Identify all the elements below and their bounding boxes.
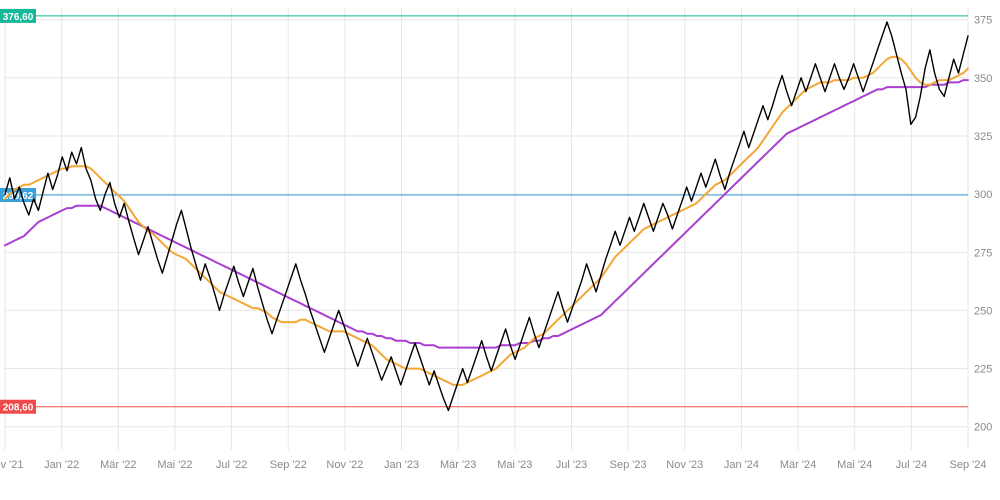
svg-text:325: 325 [974,131,992,143]
svg-text:Nov '21: Nov '21 [0,459,23,471]
svg-text:Jan '22: Jan '22 [44,459,79,471]
svg-text:Jan '23: Jan '23 [384,459,419,471]
svg-text:300: 300 [974,189,992,201]
svg-text:250: 250 [974,305,992,317]
svg-text:Sep '23: Sep '23 [610,459,647,471]
svg-text:275: 275 [974,247,992,259]
svg-text:Nov '23: Nov '23 [666,459,703,471]
svg-text:Sep '24: Sep '24 [950,459,987,471]
svg-text:375: 375 [974,15,992,27]
svg-text:Mär '22: Mär '22 [100,459,136,471]
svg-text:Jan '24: Jan '24 [724,459,759,471]
svg-text:Mai '24: Mai '24 [837,459,872,471]
svg-text:Nov '22: Nov '22 [326,459,363,471]
chart-canvas: 200 225 250 275 300 325 350 375 Nov '21 Jan '22 Mä… [0,0,1000,500]
svg-text:Mai '22: Mai '22 [157,459,192,471]
svg-text:Jul '22: Jul '22 [216,459,247,471]
svg-text:Sep '22: Sep '22 [270,459,307,471]
svg-text:Mär '24: Mär '24 [780,459,816,471]
svg-text:208,60: 208,60 [3,403,34,414]
svg-text:350: 350 [974,73,992,85]
svg-text:Mär '23: Mär '23 [440,459,476,471]
price-chart: 200 225 250 275 300 325 350 375 Nov '21 Jan '22 Mä… [0,0,1000,500]
svg-text:Jul '23: Jul '23 [556,459,587,471]
svg-text:200: 200 [974,422,992,434]
svg-text:Jul '24: Jul '24 [896,459,927,471]
svg-text:376,60: 376,60 [3,12,34,23]
svg-text:Mai '23: Mai '23 [497,459,532,471]
svg-text:225: 225 [974,364,992,376]
